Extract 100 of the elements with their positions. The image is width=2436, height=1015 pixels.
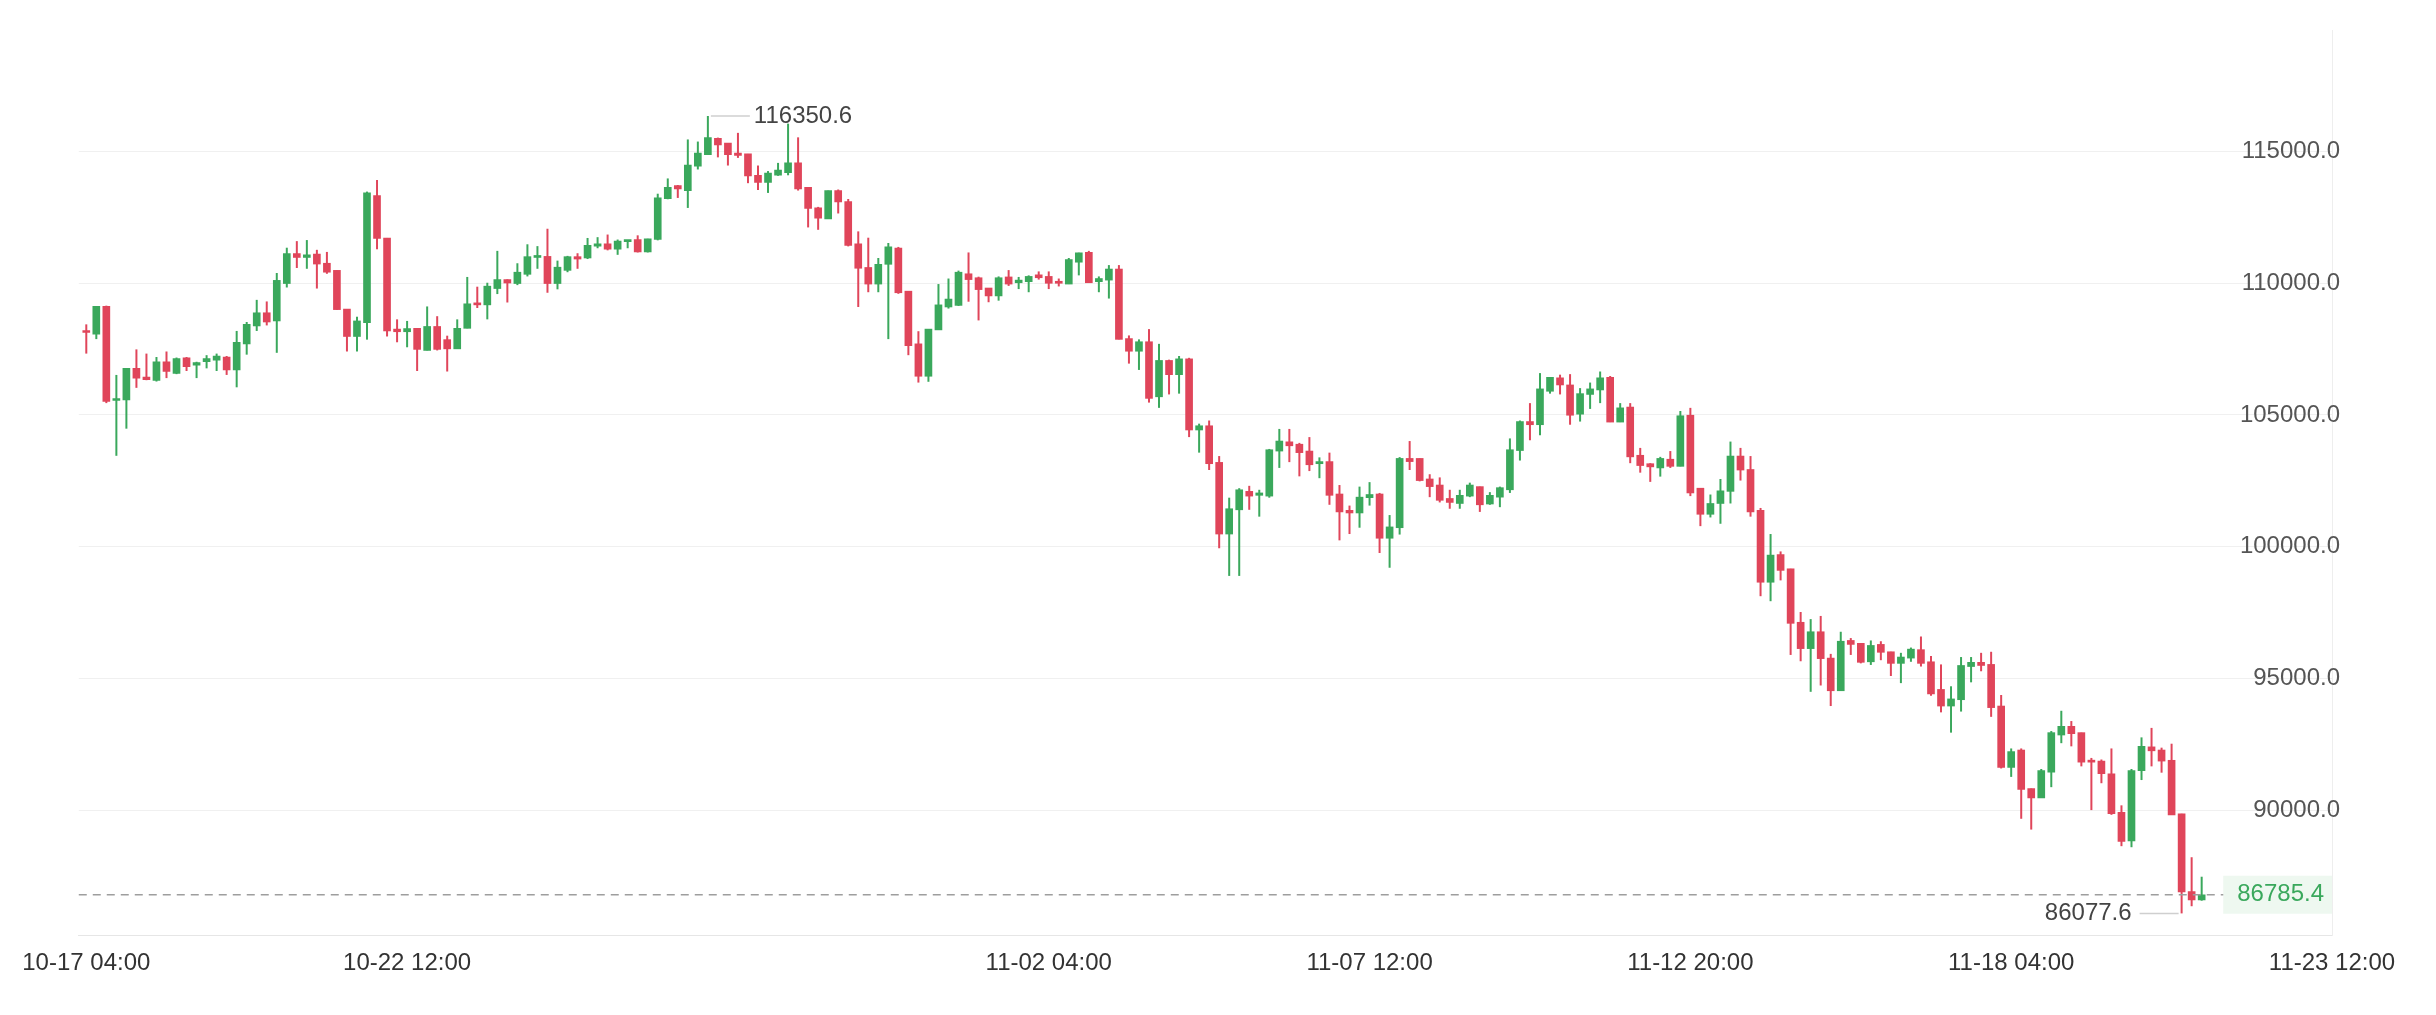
candlestick xyxy=(1074,251,1083,277)
candlestick xyxy=(744,152,752,185)
candlestick xyxy=(1706,493,1715,519)
candlestick xyxy=(2067,720,2076,748)
candlestick xyxy=(513,262,522,287)
candlestick xyxy=(2057,709,2066,745)
candlestick xyxy=(1526,402,1534,442)
x-tick-label: 10-22 12:00 xyxy=(343,948,472,976)
candlestick xyxy=(1887,650,1895,678)
y-tick-label: 100000.0 xyxy=(2239,531,2340,559)
candlestick xyxy=(112,373,121,457)
candlestick xyxy=(1937,663,1945,714)
candlestick xyxy=(1576,387,1584,423)
candlestick xyxy=(2007,747,2016,778)
x-tick-label: 11-23 12:00 xyxy=(2268,948,2396,976)
y-tick-label: 90000.0 xyxy=(2253,794,2340,822)
y-tick-label: 110000.0 xyxy=(2241,267,2340,295)
candlestick xyxy=(82,323,91,355)
y-tick-label: 105000.0 xyxy=(2239,399,2340,427)
candlestick xyxy=(1245,484,1254,511)
candlestick xyxy=(1877,640,1885,662)
candlestick xyxy=(1405,440,1414,472)
y-tick-label: 95000.0 xyxy=(2253,663,2340,690)
ref-line-label: 86785.4 xyxy=(2237,879,2324,907)
candlestick xyxy=(303,239,311,270)
candlestick xyxy=(1135,338,1143,371)
candlestick xyxy=(1596,370,1604,405)
annotation: 86077.6 xyxy=(2044,898,2132,926)
y-tick-label: 115000.0 xyxy=(2241,136,2340,164)
candlestick xyxy=(694,140,702,171)
candlestick xyxy=(1636,446,1645,474)
candlestick xyxy=(313,248,321,290)
candlestick xyxy=(152,356,161,383)
candlestick xyxy=(1365,481,1374,507)
candlestick xyxy=(754,164,762,192)
candlestick xyxy=(1105,264,1113,300)
candlestick xyxy=(1435,476,1444,504)
candlestick xyxy=(523,243,532,278)
x-tick-label: 11-18 04:00 xyxy=(1948,948,2075,976)
candlestick xyxy=(1275,427,1284,469)
candlestick xyxy=(804,186,812,229)
candlestick xyxy=(884,241,893,341)
candlestick xyxy=(503,278,512,304)
candlestick xyxy=(1867,639,1875,666)
candlestick xyxy=(1385,514,1394,569)
candlestick xyxy=(704,114,712,156)
candlestick xyxy=(974,275,983,322)
candlestick xyxy=(533,245,542,270)
x-tick-label: 11-12 20:00 xyxy=(1627,948,1754,976)
x-tick-label: 11-02 04:00 xyxy=(985,948,1112,976)
candlestick xyxy=(784,122,792,177)
candlestick xyxy=(764,170,772,194)
candlestick xyxy=(734,131,742,159)
annotation: 116350.6 xyxy=(753,100,853,128)
candlestick xyxy=(413,327,421,372)
candlestick xyxy=(493,249,502,296)
candlestick xyxy=(1656,455,1665,478)
candlestick xyxy=(162,350,171,380)
candlestick xyxy=(262,300,271,327)
candlestick xyxy=(403,319,411,349)
candlestick xyxy=(483,281,492,321)
candlestick xyxy=(834,188,843,215)
candlestick xyxy=(1476,485,1484,513)
candlestick xyxy=(814,205,822,231)
candlestick xyxy=(2027,787,2036,831)
candlestick xyxy=(353,315,361,353)
candlestick xyxy=(964,251,973,303)
candlestick xyxy=(1776,550,1785,582)
candlestick xyxy=(1917,635,1925,668)
candlestick xyxy=(1897,651,1905,685)
candlestick xyxy=(1295,441,1304,478)
candlestick xyxy=(874,256,883,294)
candlestick xyxy=(553,259,562,291)
candlestick xyxy=(1255,488,1264,518)
candlestick xyxy=(1646,462,1655,483)
candlestick xyxy=(1967,656,1975,684)
candlestick xyxy=(252,298,261,332)
candlestick xyxy=(393,318,401,344)
candlestick xyxy=(1445,488,1454,510)
candlestick xyxy=(1125,334,1133,365)
candlestick xyxy=(1235,487,1244,577)
candlestick xyxy=(1586,381,1594,410)
candlestick xyxy=(433,315,442,352)
candlestick xyxy=(292,240,301,269)
candlestick xyxy=(994,275,1003,302)
candlestick xyxy=(453,318,462,350)
candlestick xyxy=(1175,354,1183,395)
candlestick xyxy=(1947,685,1955,734)
candlestick xyxy=(1425,473,1434,499)
candlestick xyxy=(1315,456,1324,480)
candlestick xyxy=(443,334,452,373)
candlestick xyxy=(1806,618,1815,693)
candlestick xyxy=(1455,488,1464,510)
x-tick-label: 11-07 12:00 xyxy=(1306,948,1433,976)
candlestick xyxy=(1977,651,1985,673)
candlestick xyxy=(1165,358,1173,396)
candlestick xyxy=(323,250,331,275)
candlestick xyxy=(864,236,873,294)
x-tick-label: 10-17 04:00 xyxy=(22,948,151,976)
candlestick xyxy=(724,142,732,167)
